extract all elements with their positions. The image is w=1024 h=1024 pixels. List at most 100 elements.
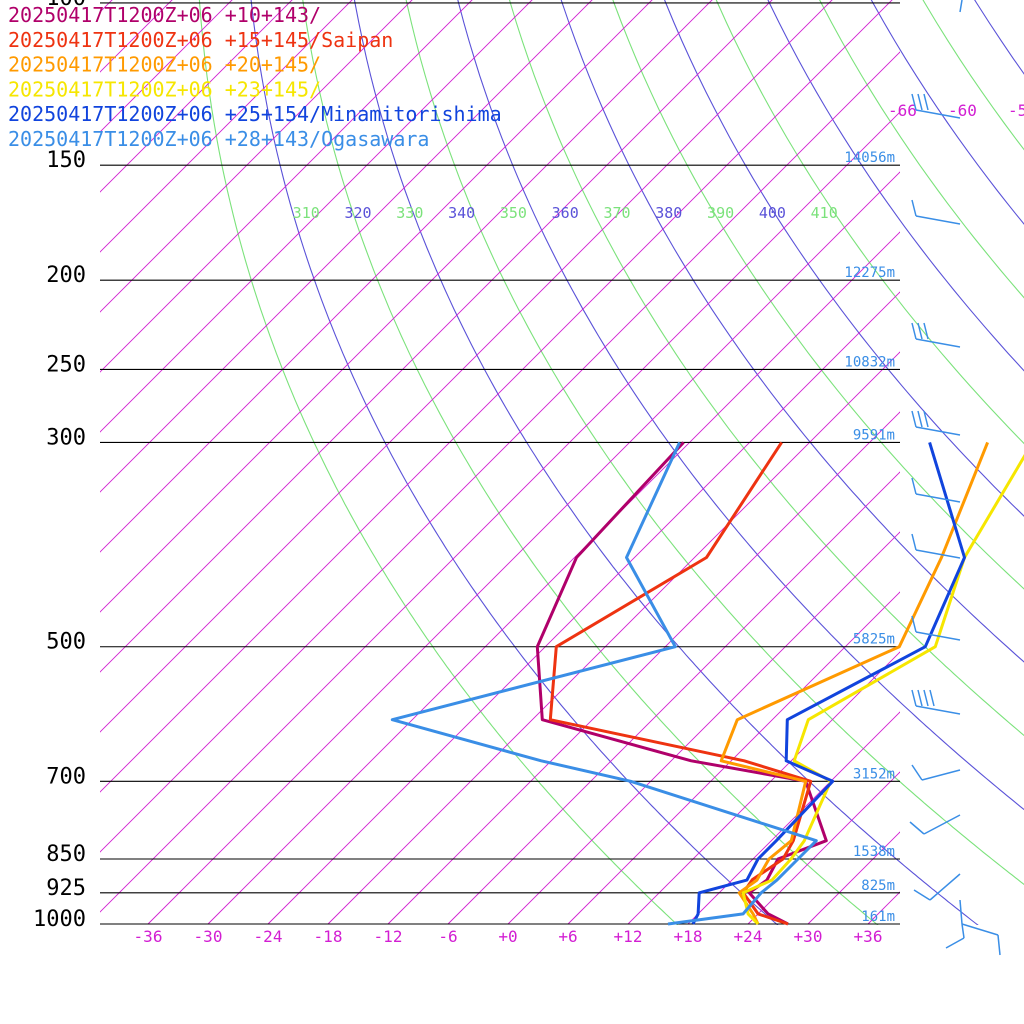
isotherm-line bbox=[100, 0, 893, 793]
wind-barb bbox=[961, 923, 999, 936]
theta-label: 330 bbox=[396, 204, 423, 222]
height-label: 5825m bbox=[853, 632, 895, 648]
wind-barb-flag bbox=[923, 93, 929, 111]
title-line: 20250417T1200Z+06 +10+143/ bbox=[8, 3, 321, 27]
isotherm-line bbox=[687, 711, 900, 925]
isotherm-line bbox=[327, 351, 900, 925]
wind-barb-flag bbox=[917, 322, 923, 340]
temperature-tick-label: -30 bbox=[194, 927, 223, 946]
theta-label: 360 bbox=[552, 204, 579, 222]
theta-label: 400 bbox=[759, 204, 786, 222]
pressure-label: 700 bbox=[46, 764, 86, 789]
dry-adiabat-line bbox=[974, 0, 1024, 75]
wind-barb-flag bbox=[911, 322, 917, 340]
dry-adiabat-line bbox=[664, 0, 1024, 517]
series-line bbox=[741, 453, 1024, 926]
isotherm-line bbox=[100, 0, 473, 373]
wind-barb-flag bbox=[923, 410, 929, 428]
dry-adiabat-line bbox=[922, 0, 1024, 151]
isotherm-line bbox=[988, 0, 1024, 924]
series-line bbox=[719, 441, 989, 925]
isotherm-line bbox=[100, 0, 713, 613]
theta-label: 380 bbox=[655, 204, 682, 222]
wind-barb bbox=[915, 493, 961, 503]
series-line bbox=[691, 441, 966, 925]
wind-barb-flag bbox=[911, 615, 917, 633]
series-line bbox=[548, 441, 813, 926]
height-label: 161m bbox=[861, 909, 895, 925]
pressure-label: 500 bbox=[46, 630, 86, 655]
theta-label: 340 bbox=[448, 204, 475, 222]
isotherm-line bbox=[928, 0, 1024, 924]
height-label: 1538m bbox=[853, 844, 895, 860]
isotherm-line bbox=[387, 411, 900, 925]
wind-barb-flag bbox=[917, 93, 923, 111]
isotherm-line bbox=[100, 0, 773, 673]
title-line: 20250417T1200Z+06 +28+143/Ogasawara bbox=[8, 127, 429, 151]
title-line: 20250417T1200Z+06 +20+145/ bbox=[8, 53, 321, 77]
temperature-tick-label: +12 bbox=[614, 927, 643, 946]
pressure-label: 1000 bbox=[33, 907, 86, 932]
wind-barb bbox=[921, 769, 961, 781]
height-label: 12275m bbox=[844, 265, 895, 281]
isotherm-line bbox=[207, 231, 900, 925]
wind-barb-flag bbox=[917, 689, 923, 707]
wind-barb-flag bbox=[923, 322, 929, 340]
dry-adiabat-line bbox=[819, 0, 1024, 299]
series-line bbox=[390, 441, 818, 926]
height-label: 10832m bbox=[844, 354, 895, 370]
wind-barb-flag bbox=[911, 477, 917, 495]
wind-barb bbox=[915, 426, 961, 436]
height-label: 16491m bbox=[844, 0, 895, 4]
wind-barb-flag bbox=[929, 689, 935, 707]
wind-barb bbox=[915, 109, 961, 119]
temperature-tick-label: +30 bbox=[794, 927, 823, 946]
isotherm-line bbox=[147, 171, 900, 925]
wind-barb bbox=[961, 923, 965, 939]
upper-isotherm-label: -54 bbox=[1008, 101, 1024, 120]
isotherm-line bbox=[567, 591, 900, 925]
pressure-label: 200 bbox=[46, 263, 86, 288]
wind-barb-flag bbox=[911, 199, 917, 217]
title-line: 20250417T1200Z+06 +15+145/Saipan bbox=[8, 28, 393, 52]
wind-barb bbox=[915, 215, 961, 225]
temperature-tick-label: -6 bbox=[438, 927, 457, 946]
theta-label: 310 bbox=[293, 204, 320, 222]
pressure-label: 925 bbox=[46, 876, 86, 901]
isotherm-line bbox=[447, 471, 900, 925]
title-line: 20250417T1200Z+06 +23+145/ bbox=[8, 77, 321, 101]
theta-label: 410 bbox=[811, 204, 838, 222]
wind-barb bbox=[915, 338, 961, 348]
theta-label: 370 bbox=[603, 204, 630, 222]
upper-isotherm-label: -66 bbox=[888, 101, 917, 120]
temperature-tick-label: -24 bbox=[254, 927, 283, 946]
isotherm-line bbox=[100, 51, 900, 853]
axis-labels-layer: 100 16491m 150 14056m 200 12275m 250 10832m 300 9… bbox=[33, 0, 1024, 946]
height-label: 3152m bbox=[853, 766, 895, 782]
wind-barb-flag bbox=[923, 689, 929, 707]
pressure-lines-layer bbox=[100, 2, 900, 925]
isotherm-line bbox=[507, 531, 900, 925]
theta-label: 320 bbox=[344, 204, 371, 222]
isotherm-line bbox=[100, 0, 533, 433]
wind-barb-flag bbox=[913, 889, 931, 901]
wind-barb-flag bbox=[911, 689, 917, 707]
title-line: 20250417T1200Z+06 +25+154/Minamitorishim… bbox=[8, 102, 502, 126]
wind-barb-flag bbox=[997, 934, 1001, 956]
temperature-tick-label: +0 bbox=[498, 927, 517, 946]
wind-barb-flag bbox=[909, 821, 925, 835]
sounding-series-layer bbox=[390, 441, 1024, 926]
temperature-tick-label: -18 bbox=[314, 927, 343, 946]
dry-adiabat-line bbox=[767, 0, 1024, 372]
wind-barb bbox=[915, 631, 961, 641]
isotherm-line bbox=[100, 0, 653, 553]
temperature-tick-label: +18 bbox=[674, 927, 703, 946]
isotherm-line bbox=[100, 0, 593, 493]
wind-barb bbox=[915, 549, 961, 559]
theta-label: 350 bbox=[500, 204, 527, 222]
pressure-label: 100 bbox=[46, 0, 86, 11]
wind-barb bbox=[929, 873, 961, 901]
title-layer: 20250417T1200Z+06 +10+143/20250417T1200Z… bbox=[8, 3, 502, 151]
wind-barb-flag bbox=[917, 410, 923, 428]
dry-adiabat-line bbox=[405, 0, 1024, 886]
